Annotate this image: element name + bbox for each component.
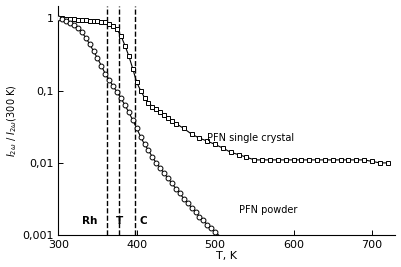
Text: T: T bbox=[116, 216, 123, 226]
X-axis label: T, K: T, K bbox=[217, 252, 237, 261]
Text: PFN powder: PFN powder bbox=[239, 205, 297, 215]
Text: C: C bbox=[139, 216, 147, 226]
Text: PFN single crystal: PFN single crystal bbox=[207, 133, 294, 143]
Y-axis label: $\mathit{I}_{2\omega}$ / $\mathit{I}_{2\omega}$(300 K): $\mathit{I}_{2\omega}$ / $\mathit{I}_{2\… bbox=[6, 84, 19, 157]
Text: Rh: Rh bbox=[82, 216, 97, 226]
